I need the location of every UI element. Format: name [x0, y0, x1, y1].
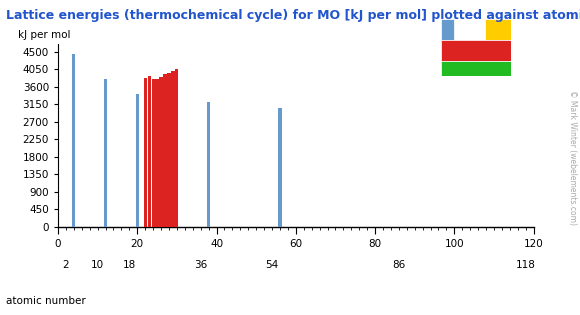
Text: 36: 36 — [194, 260, 207, 270]
Bar — [147, 76, 151, 227]
Bar — [164, 75, 166, 227]
Bar — [168, 73, 171, 227]
Bar — [485, 19, 511, 40]
Bar — [441, 40, 511, 61]
Text: 118: 118 — [516, 260, 535, 270]
Text: 10: 10 — [91, 260, 104, 270]
Bar — [155, 79, 159, 227]
Text: kJ per mol: kJ per mol — [17, 31, 70, 40]
Bar — [278, 108, 281, 227]
Bar — [175, 69, 179, 227]
Bar — [171, 71, 175, 227]
Text: Lattice energies (thermochemical cycle) for MO [kJ per mol] plotted against atom: Lattice energies (thermochemical cycle) … — [6, 9, 580, 22]
Bar — [151, 79, 155, 227]
Bar — [104, 79, 107, 227]
Bar — [136, 94, 139, 227]
Text: 54: 54 — [266, 260, 278, 270]
Text: atomic number: atomic number — [6, 295, 86, 306]
Text: © Mark Winter (webelements.com): © Mark Winter (webelements.com) — [568, 90, 577, 225]
Bar — [72, 54, 75, 227]
Bar — [441, 19, 454, 40]
Text: 86: 86 — [392, 260, 405, 270]
Text: 2: 2 — [63, 260, 69, 270]
Text: 18: 18 — [123, 260, 136, 270]
Bar — [160, 77, 162, 227]
Bar — [207, 102, 210, 227]
Bar — [441, 61, 511, 76]
Bar — [144, 78, 147, 227]
